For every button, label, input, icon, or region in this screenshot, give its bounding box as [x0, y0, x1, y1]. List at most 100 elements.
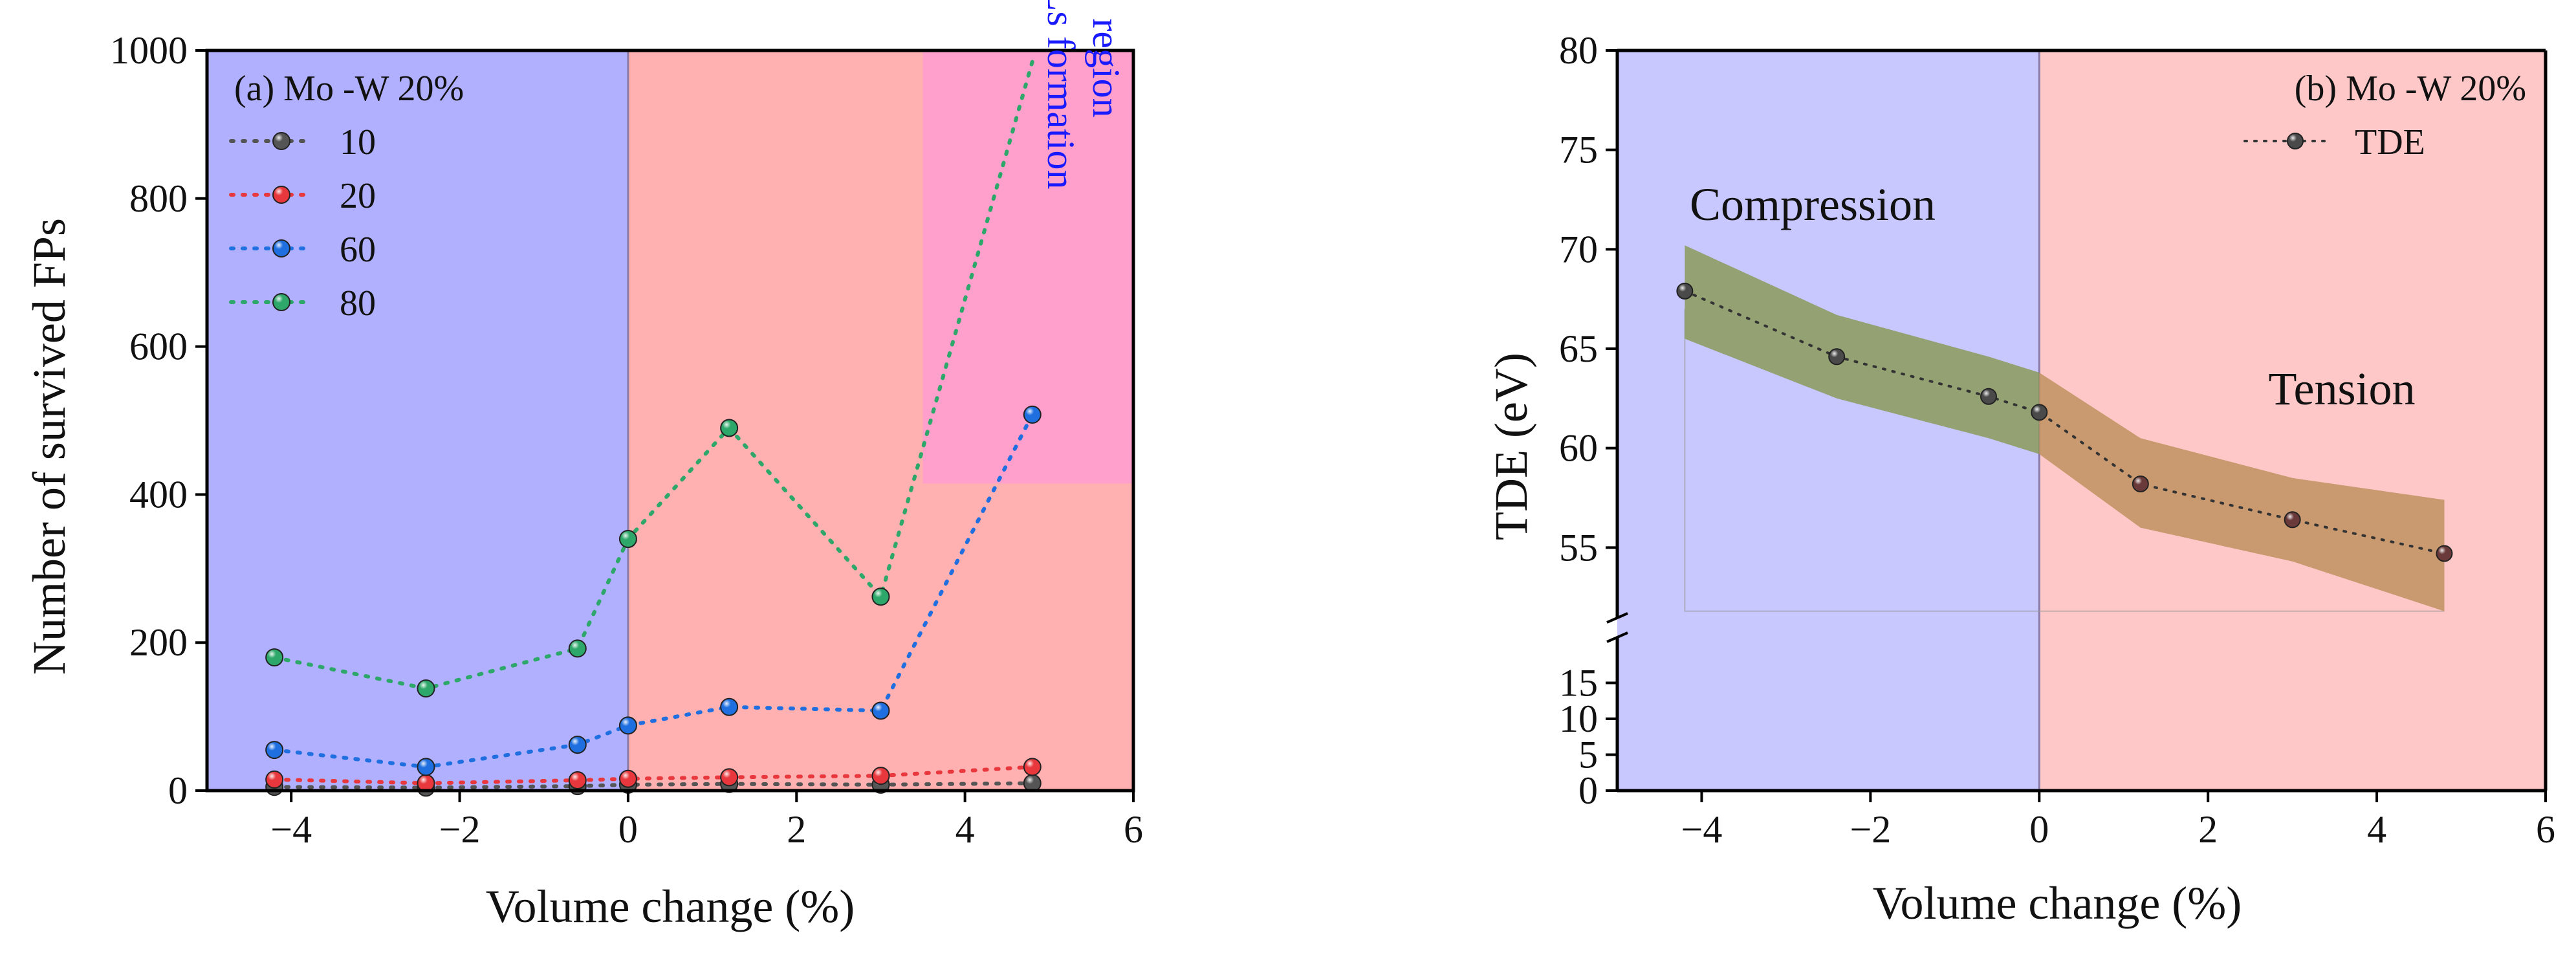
x-tick-label: 4: [955, 808, 975, 851]
x-tick-label: −2: [1850, 808, 1891, 851]
series-20-point: [417, 774, 435, 793]
series-tde-point-shine: [2031, 404, 2047, 421]
panel-b-band: [1685, 245, 2445, 611]
series-tde-point: [2284, 511, 2301, 529]
x-tick-label: 0: [618, 808, 638, 851]
series-20-point: [618, 769, 637, 788]
y-tick-label: 10: [1559, 697, 1598, 740]
x-tick-label: 4: [2367, 808, 2386, 851]
series-80-point-shine: [872, 588, 890, 606]
band-compression: [1685, 245, 2040, 454]
y-tick-label: 1000: [110, 29, 188, 72]
legend-marker: [272, 239, 290, 257]
series-20-point-shine: [569, 771, 586, 789]
series-20-point: [265, 770, 284, 789]
series-tde-point: [1828, 348, 1846, 366]
idl-annotation: IDLs formationregion: [1040, 0, 1128, 189]
panel-b-ylabel: TDE (eV): [1485, 353, 1537, 540]
series-60-point: [417, 758, 435, 776]
series-60-point-shine: [721, 698, 738, 716]
series-80-point: [265, 648, 284, 667]
y-tick-label: 15: [1559, 662, 1598, 705]
series-20-point: [871, 767, 890, 785]
series-20-point: [720, 768, 739, 787]
legend-a-items: 10 20 60 80: [229, 122, 376, 323]
y-tick-label: 5: [1578, 734, 1598, 776]
y-tick-label: 400: [129, 473, 188, 516]
x-tick-label: 6: [2536, 808, 2555, 851]
series-10-point-shine: [1023, 774, 1041, 792]
series-80-point-shine: [619, 531, 637, 548]
series-60-point-shine: [569, 736, 586, 754]
series-20-point-shine: [266, 771, 283, 788]
series-60-point: [720, 697, 739, 716]
series-tde-point-shine: [1981, 388, 1996, 404]
series-60-point-shine: [266, 741, 283, 759]
legend-label: 60: [340, 230, 376, 270]
series-80-point: [417, 679, 435, 698]
series-60-point: [871, 701, 890, 720]
legend-label: 10: [340, 122, 376, 162]
series-20-point-shine: [721, 769, 738, 786]
y-tick-label: 75: [1559, 129, 1598, 171]
x-tick-label: 0: [2029, 808, 2049, 851]
panel-b-xlabel: Volume change (%): [1873, 877, 2242, 929]
region-tension: [2039, 50, 2546, 791]
axis-break-mark: [1606, 631, 1628, 643]
panel-b-label: (b) Mo -W 20%: [2295, 69, 2526, 109]
series-60-point-shine: [619, 717, 637, 734]
x-tick-label: −4: [270, 808, 312, 851]
legend-marker-shine: [273, 240, 290, 257]
legend-label: 80: [340, 283, 376, 323]
legend-b-items: TDE: [2243, 122, 2425, 162]
x-tick-label: 6: [1124, 808, 1143, 851]
series-20-point-shine: [1023, 758, 1041, 776]
compression-annotation: Compression: [1690, 179, 1936, 230]
band-tension: [2039, 372, 2445, 611]
series-20-point-shine: [872, 767, 890, 785]
panel-a-label: (a) Mo -W 20%: [234, 69, 464, 109]
legend-marker-shine: [273, 186, 290, 203]
series-80-point: [871, 587, 890, 606]
plot-frame: [205, 49, 1135, 793]
x-tick-label: −4: [1681, 808, 1723, 851]
inset-guide: [1684, 309, 2445, 612]
legend-marker: [272, 132, 290, 150]
series-tde-point: [1980, 388, 1997, 405]
legend-marker-shine: [273, 133, 290, 149]
panel-a-xlabel: Volume change (%): [486, 881, 855, 932]
series-tde-point: [2132, 475, 2149, 492]
series-tde-point: [1676, 282, 1694, 300]
y-tick-label: 65: [1559, 327, 1598, 370]
legend-marker: [272, 186, 290, 204]
series-60-point: [265, 741, 284, 760]
y-tick-label: 200: [129, 621, 188, 664]
y-tick-label: 0: [1578, 769, 1598, 812]
series-60-point-shine: [1023, 406, 1041, 423]
series-20-point-shine: [417, 774, 435, 792]
series-80-point-shine: [569, 640, 586, 657]
legend-marker: [272, 293, 290, 311]
tension-annotation: Tension: [2269, 363, 2416, 415]
legend-marker-shine: [273, 294, 290, 311]
series-60-point: [618, 716, 637, 735]
panel-a-ylabel: Number of survived FPs: [23, 218, 75, 675]
panel-b-points: [1676, 282, 2453, 562]
idl-line-2: region: [1085, 18, 1128, 117]
series-60-point-shine: [417, 758, 435, 776]
legend-label: TDE: [2355, 122, 2425, 162]
series-80-point: [618, 530, 637, 549]
series-20-point: [1023, 758, 1042, 776]
idl-line-1: IDLs formation: [1040, 0, 1082, 189]
series-tde-point-shine: [2284, 512, 2300, 528]
series-tde-point-shine: [1829, 349, 1845, 365]
series-80-point: [568, 639, 587, 658]
y-tick-label: 600: [129, 325, 188, 368]
series-tde-point-shine: [2436, 545, 2452, 562]
series-80-point-shine: [721, 419, 738, 437]
y-tick-label: 0: [168, 769, 188, 812]
